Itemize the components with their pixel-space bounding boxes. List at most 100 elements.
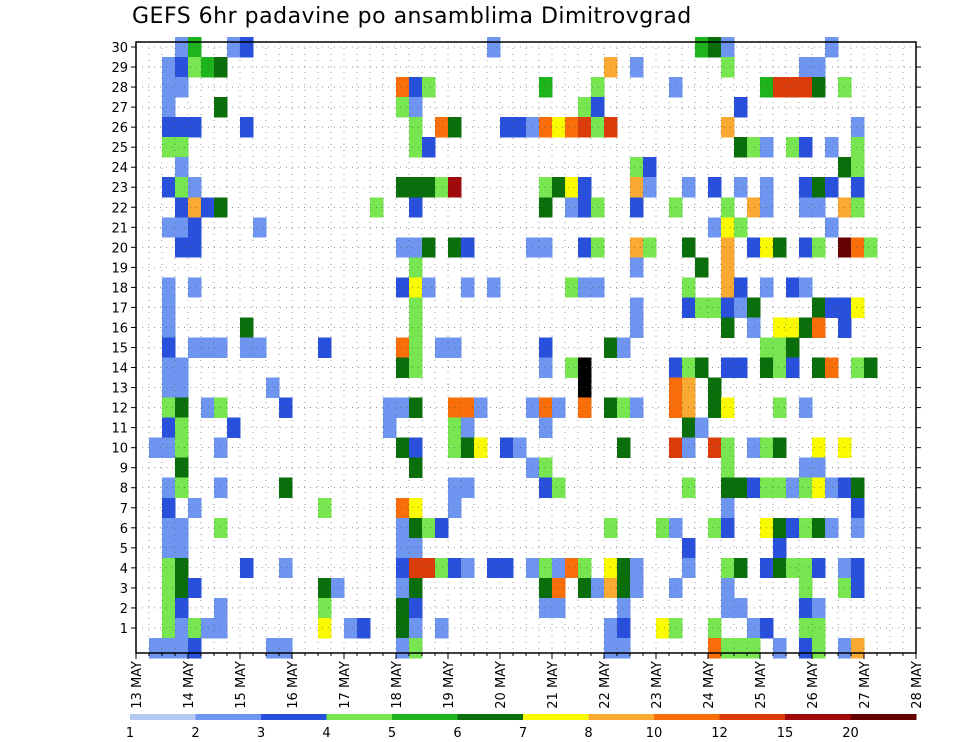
heatmap-cell xyxy=(162,77,176,98)
heatmap-cell xyxy=(552,557,566,579)
y-tick-label: 2 xyxy=(120,602,128,617)
y-tick-label: 1 xyxy=(120,622,128,637)
heatmap-cell xyxy=(162,637,176,659)
heatmap-cell xyxy=(409,177,423,198)
heatmap-cell xyxy=(669,577,683,599)
colorbar-label: 8 xyxy=(584,726,592,741)
heatmap-cell xyxy=(422,237,436,258)
heatmap-cell xyxy=(162,417,176,438)
heatmap-cell xyxy=(201,197,215,218)
y-tick-label: 30 xyxy=(111,41,128,56)
colorbar-label: 15 xyxy=(777,726,794,741)
colorbar-swatch xyxy=(850,714,917,720)
heatmap-cell xyxy=(149,437,163,458)
colorbar-label: 12 xyxy=(711,726,728,741)
heatmap-cell xyxy=(461,417,475,438)
colorbar-swatch xyxy=(326,714,393,720)
heatmap-cell xyxy=(422,77,436,98)
heatmap-cell xyxy=(721,297,735,318)
heatmap-cell xyxy=(162,537,176,559)
heatmap-cell xyxy=(812,517,826,539)
heatmap-cell xyxy=(188,217,202,238)
heatmap-cell xyxy=(669,437,683,458)
heatmap-cell xyxy=(708,217,722,238)
colorbar-swatch xyxy=(261,714,327,720)
heatmap-cell xyxy=(539,77,553,98)
heatmap-cell xyxy=(799,517,813,539)
heatmap-cell xyxy=(578,197,592,218)
x-tick-label: 14 MAY xyxy=(182,661,197,709)
heatmap-cell xyxy=(422,177,436,198)
heatmap-cell xyxy=(812,237,826,258)
heatmap-cell xyxy=(721,497,735,519)
heatmap-cell xyxy=(500,117,514,138)
heatmap-cell xyxy=(396,617,410,639)
heatmap-cell xyxy=(812,177,826,198)
heatmap-cell xyxy=(669,397,683,418)
heatmap-cell xyxy=(461,237,475,258)
heatmap-cell xyxy=(786,277,800,298)
y-tick-label: 7 xyxy=(120,502,128,517)
heatmap-cell xyxy=(578,357,592,378)
heatmap-cell xyxy=(864,237,878,258)
heatmap-cell xyxy=(656,617,670,639)
heatmap-cell xyxy=(396,97,410,118)
heatmap-cell xyxy=(799,237,813,258)
heatmap-cell xyxy=(396,557,410,579)
heatmap-cell xyxy=(175,197,189,218)
colorbar: 1 2 3 4 5 6 7 8 10 12 15 20 xyxy=(126,714,917,741)
heatmap-cell xyxy=(240,36,254,58)
y-tick-label: 10 xyxy=(111,442,128,457)
heatmap-cell xyxy=(851,557,865,579)
heatmap-cell xyxy=(747,477,761,499)
heatmap-cell xyxy=(812,357,826,378)
heatmap-cell xyxy=(799,457,813,479)
heatmap-cell xyxy=(461,557,475,579)
heatmap-cell xyxy=(357,617,371,639)
heatmap-cell xyxy=(734,177,748,198)
heatmap-cell xyxy=(552,117,566,138)
heatmap-cell xyxy=(630,257,644,278)
heatmap-cell xyxy=(539,237,553,258)
heatmap-cell xyxy=(383,397,397,418)
heatmap-cell xyxy=(175,137,189,158)
heatmap-cell xyxy=(721,577,735,599)
y-tick-label: 21 xyxy=(111,221,128,236)
heatmap-cell xyxy=(669,77,683,98)
heatmap-cell xyxy=(630,197,644,218)
heatmap-cell xyxy=(188,577,202,599)
heatmap-cell xyxy=(851,177,865,198)
heatmap-cell xyxy=(669,357,683,378)
heatmap-cell xyxy=(435,557,449,579)
heatmap-cell xyxy=(838,637,852,659)
heatmap-cell xyxy=(409,397,423,418)
heatmap-cell xyxy=(435,117,449,138)
heatmap-cell xyxy=(773,557,787,579)
heatmap-cell xyxy=(799,577,813,599)
heatmap-cell xyxy=(708,437,722,458)
heatmap-cell xyxy=(175,617,189,639)
heatmap-cell xyxy=(669,617,683,639)
heatmap-cell xyxy=(253,337,267,358)
heatmap-cell xyxy=(409,357,423,378)
heatmap-cell xyxy=(539,417,553,438)
x-tick-label: 16 MAY xyxy=(286,661,301,709)
heatmap-cell xyxy=(409,577,423,599)
y-tick-label: 19 xyxy=(111,261,128,276)
heatmap-cell xyxy=(591,577,605,599)
heatmap-cell xyxy=(162,397,176,418)
x-tick-label: 24 MAY xyxy=(702,661,717,709)
heatmap-cell xyxy=(812,197,826,218)
colorbar-label: 7 xyxy=(519,726,527,741)
heatmap-cell xyxy=(617,637,631,659)
heatmap-cell xyxy=(188,277,202,298)
heatmap-cell xyxy=(175,597,189,619)
heatmap-cell xyxy=(513,117,527,138)
heatmap-cell xyxy=(240,557,254,579)
heatmap-cell xyxy=(721,477,735,499)
heatmap-cell xyxy=(175,637,189,659)
heatmap-cell xyxy=(318,577,332,599)
heatmap-cell xyxy=(786,517,800,539)
heatmap-cell xyxy=(461,437,475,458)
